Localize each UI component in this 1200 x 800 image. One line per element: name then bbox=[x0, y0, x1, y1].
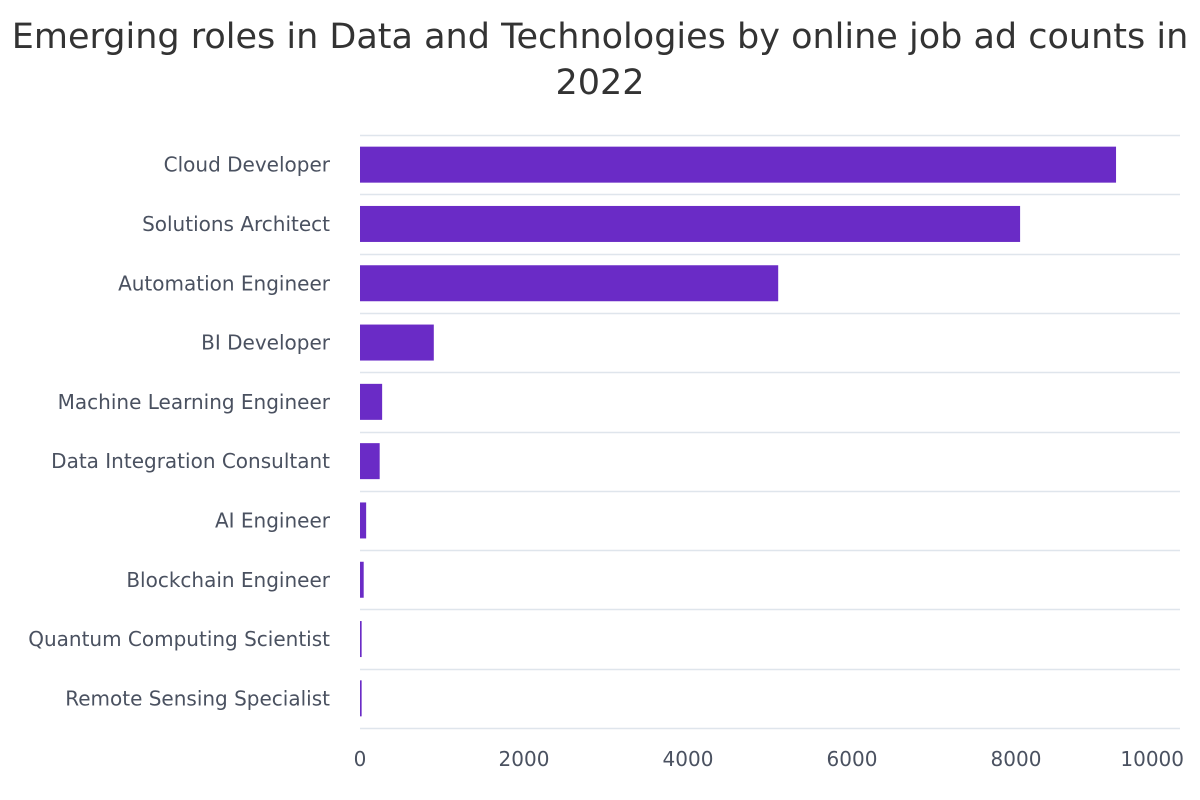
category-label: Automation Engineer bbox=[118, 271, 331, 295]
x-tick-label: 4000 bbox=[663, 747, 714, 771]
bar bbox=[360, 443, 380, 480]
category-label: BI Developer bbox=[201, 331, 331, 355]
bar bbox=[360, 146, 1117, 183]
bar bbox=[360, 502, 367, 539]
x-tick-label: 6000 bbox=[827, 747, 878, 771]
category-label: Machine Learning Engineer bbox=[58, 390, 331, 414]
category-label: Data Integration Consultant bbox=[51, 449, 330, 473]
bar bbox=[360, 621, 362, 658]
category-label: Cloud Developer bbox=[164, 153, 331, 177]
x-tick-label: 2000 bbox=[499, 747, 550, 771]
bar bbox=[360, 324, 434, 361]
bar bbox=[360, 265, 779, 302]
category-label: Solutions Architect bbox=[142, 212, 330, 236]
bar bbox=[360, 680, 362, 717]
category-label: Blockchain Engineer bbox=[126, 568, 330, 592]
category-label: AI Engineer bbox=[215, 508, 331, 532]
x-tick-label: 10000 bbox=[1120, 747, 1184, 771]
category-label: Quantum Computing Scientist bbox=[28, 627, 330, 651]
category-label: Remote Sensing Specialist bbox=[65, 686, 330, 710]
x-tick-label: 8000 bbox=[991, 747, 1042, 771]
x-tick-label: 0 bbox=[354, 747, 367, 771]
bar bbox=[360, 383, 383, 420]
chart-title: Emerging roles in Data and Technologies … bbox=[11, 17, 1189, 103]
bar bbox=[360, 561, 364, 598]
bar bbox=[360, 205, 1021, 242]
